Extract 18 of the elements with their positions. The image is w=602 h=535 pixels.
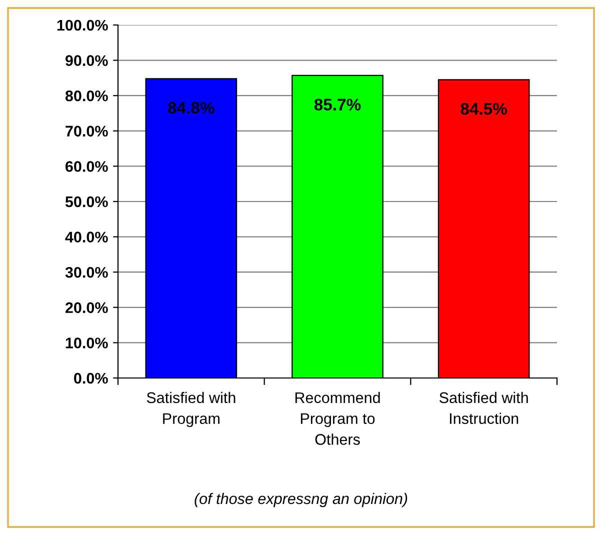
y-tick-label: 20.0% — [65, 302, 108, 314]
y-tick-label: 50.0% — [65, 196, 108, 208]
y-tick-label: 40.0% — [65, 232, 108, 242]
y-tick-label: 70.0% — [66, 126, 108, 137]
y-tick-label: 90.0% — [65, 55, 108, 66]
text: (of those expressng an opinion) — [194, 492, 408, 508]
y-tick-label: 100.0% — [57, 20, 108, 31]
y-tick-label: 80.0% — [65, 90, 108, 102]
y-tick-label: 0.0% — [74, 372, 108, 384]
x-tick-label: Recommend Program to Others — [295, 392, 380, 445]
y-tick-label: 30.0% — [65, 266, 108, 278]
x-tick-label: Satisfied with Program — [146, 392, 236, 428]
data-label: 84.5% — [460, 102, 508, 115]
data-label: 85.7% — [314, 98, 361, 111]
data-label: 84.8% — [168, 102, 214, 114]
x-tick-label: Satisfied with Instruction — [440, 392, 528, 424]
y-tick-label: 10.0% — [66, 338, 108, 348]
y-tick-label: 60.0% — [66, 161, 108, 172]
